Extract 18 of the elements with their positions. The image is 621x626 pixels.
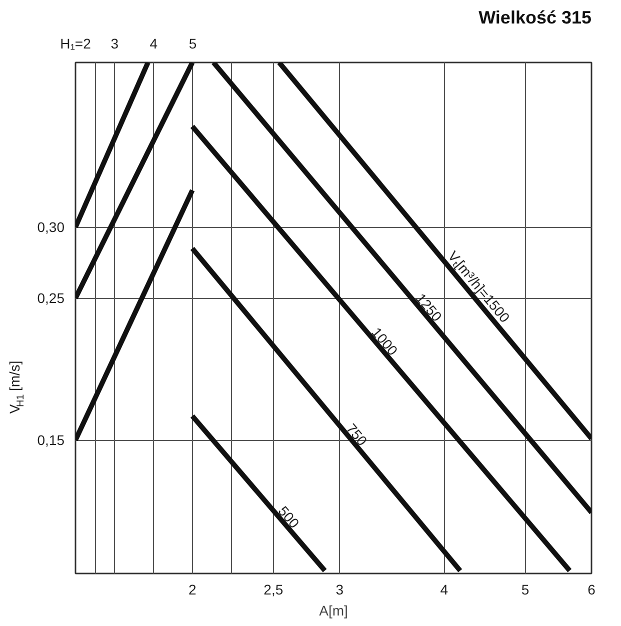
text: 750 (343, 420, 371, 449)
y-tick-label: 0,15 (37, 432, 65, 448)
y-tick-label: 0,30 (37, 219, 65, 236)
y-axis-title: VH1 [m/s] (6, 360, 26, 414)
x-tick-label: 6 (588, 582, 596, 598)
chart-title: Wielkość 315 (478, 8, 592, 28)
x-tick-label: 4 (440, 582, 448, 598)
x-tick-label: 3 (336, 582, 344, 598)
y-tick-label: 0,25 (37, 290, 65, 306)
x-tick-label: 2 (188, 582, 196, 598)
x-axis-title: A[m] (319, 602, 348, 618)
x2-tick-label: 4 (150, 36, 158, 52)
x2-tick-label: 5 (188, 36, 197, 52)
x-tick-label: 2,5 (264, 582, 284, 598)
x2-tick-label: H₁=2 (60, 36, 92, 52)
x-tick-label: 5 (521, 582, 530, 598)
text: 500 (275, 502, 303, 532)
x2-tick-label: 3 (110, 36, 119, 52)
